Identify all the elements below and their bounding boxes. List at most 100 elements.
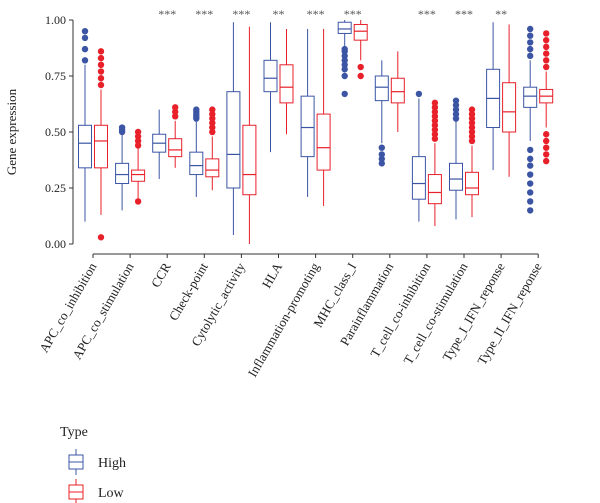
box-iqr <box>411 156 426 200</box>
outlier-point <box>81 34 89 42</box>
outlier-point <box>357 63 364 71</box>
box-iqr <box>523 86 538 108</box>
y-tick-label: 0.50 <box>45 125 66 139</box>
outlier-point <box>118 124 126 131</box>
outlier-point <box>209 115 216 122</box>
box-iqr <box>353 23 368 41</box>
box-high <box>486 22 501 171</box>
outlier-point <box>543 57 550 64</box>
outlier-point <box>81 45 89 53</box>
outlier-point <box>468 133 476 140</box>
outlier-point <box>209 119 216 127</box>
outlier-point <box>543 50 550 57</box>
box-iqr <box>78 124 92 169</box>
outlier-point <box>543 137 550 145</box>
box-low <box>242 26 257 244</box>
x-tick-label: Inflammation-promoting <box>245 260 323 380</box>
outlier-point <box>543 30 550 37</box>
outlier-point <box>468 110 476 118</box>
outlier-point <box>431 108 439 116</box>
significance-label: ** <box>495 7 507 21</box>
outlier-point <box>341 72 348 80</box>
outlier-point <box>527 207 534 214</box>
x-tick-label: HLA <box>259 259 286 290</box>
box-low <box>94 48 108 241</box>
outlier-point <box>468 128 476 136</box>
outlier-point <box>97 61 105 68</box>
box-iqr <box>189 151 204 176</box>
outlier-point <box>431 126 439 133</box>
legend-title: Type <box>60 425 88 440</box>
outlier-point <box>543 63 550 71</box>
box-low <box>539 30 554 165</box>
outlier-point <box>452 101 460 109</box>
box-low <box>316 28 331 206</box>
x-tick-label: CCR <box>148 260 174 290</box>
outlier-point <box>209 110 216 118</box>
box-low <box>465 106 479 218</box>
box-high <box>337 20 352 98</box>
box-iqr <box>226 91 241 189</box>
box-high <box>411 90 426 222</box>
plot-area <box>78 20 554 244</box>
box-high <box>523 25 538 214</box>
outlier-point <box>81 57 89 64</box>
outlier-point <box>431 117 439 125</box>
outlier-point <box>527 180 534 187</box>
legend-label: Low <box>98 486 125 501</box>
outlier-point <box>172 104 179 111</box>
box-high <box>152 109 167 180</box>
box-high <box>300 28 315 197</box>
box-low <box>390 51 405 132</box>
box-iqr <box>390 77 405 104</box>
outlier-point <box>209 124 216 131</box>
outlier-point <box>527 146 534 154</box>
y-tick-label: 0.00 <box>45 237 66 251</box>
outlier-point <box>341 90 348 98</box>
outlier-point <box>341 45 348 53</box>
significance-label: *** <box>195 7 213 21</box>
outlier-point <box>527 198 534 205</box>
outlier-point <box>172 113 179 120</box>
outlier-point <box>341 52 348 60</box>
outlier-point <box>452 110 460 118</box>
outlier-point <box>134 137 142 145</box>
outlier-point <box>378 160 385 167</box>
box-high <box>449 97 463 220</box>
outlier-point <box>527 45 534 53</box>
box-low <box>168 104 183 168</box>
outlier-point <box>378 144 385 151</box>
outlier-point <box>468 106 476 113</box>
box-low <box>205 106 220 191</box>
outlier-point <box>452 115 460 122</box>
outlier-point <box>81 28 89 35</box>
box-high <box>226 22 241 236</box>
outlier-point <box>431 135 439 142</box>
outlier-point <box>134 133 142 140</box>
outlier-point <box>527 25 534 33</box>
outlier-point <box>543 131 550 138</box>
outlier-point <box>341 61 348 68</box>
outlier-point <box>209 128 216 136</box>
y-tick-label: 0.75 <box>45 69 66 83</box>
outlier-point <box>468 115 476 122</box>
box-low <box>353 20 368 80</box>
box-high <box>263 22 278 153</box>
box-iqr <box>300 95 315 158</box>
box-iqr <box>263 59 278 93</box>
outlier-point <box>378 151 385 158</box>
box-high <box>115 124 130 211</box>
box-iqr <box>205 158 220 178</box>
significance-label: ** <box>273 7 285 21</box>
outlier-point <box>431 113 439 120</box>
box-iqr <box>168 138 183 158</box>
outlier-point <box>543 144 550 151</box>
outlier-point <box>97 48 105 55</box>
outlier-point <box>527 171 534 178</box>
outlier-point <box>97 54 105 62</box>
significance-label: *** <box>232 7 250 21</box>
outlier-point <box>527 39 534 46</box>
outlier-point <box>134 198 142 205</box>
